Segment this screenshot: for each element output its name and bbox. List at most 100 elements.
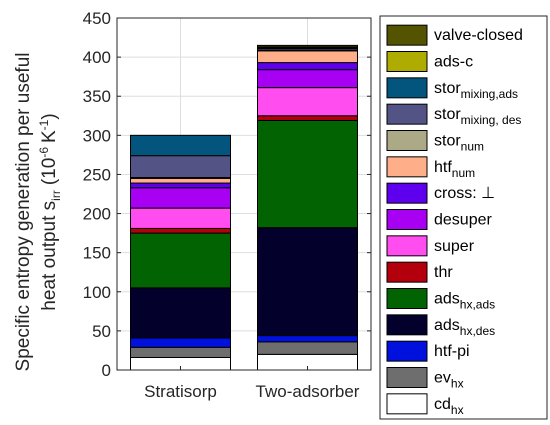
svg-text:Specific entropy generation pe: Specific entropy generation per useful	[13, 53, 34, 372]
legend-label-name: ads	[434, 317, 460, 334]
bar-segment-1	[130, 346, 231, 358]
legend-label-sub: mixing,ads	[461, 87, 518, 101]
legend-label: thr	[434, 264, 453, 281]
legend-label: super	[434, 238, 475, 255]
legend-item: adshx,ads	[386, 288, 495, 312]
legend-label: stornum	[434, 133, 484, 154]
legend-label-sub: hx	[451, 403, 464, 417]
legend-label-name: stor	[434, 106, 461, 123]
legend-item: cross: ⊥	[386, 182, 495, 204]
legend-label: desuper	[434, 212, 492, 229]
legend-label: ads-c	[434, 54, 473, 71]
legend-item: stormixing, des	[386, 103, 521, 127]
legend-swatch	[386, 235, 428, 257]
bar-segment-4	[130, 232, 231, 289]
legend-swatch	[386, 393, 428, 415]
x-tick-label: Two-adsorber	[256, 382, 360, 401]
legend-label-name: cd	[434, 396, 451, 413]
y-axis-label-line1: Specific entropy generation per useful	[13, 53, 34, 372]
legend-item: ads-c	[386, 51, 473, 72]
y-axis-label-unit: K	[39, 130, 60, 143]
legend-label-name: ads	[434, 291, 460, 308]
legend-label-name: htf	[434, 159, 452, 176]
legend-label: stormixing, des	[434, 106, 521, 127]
y-tick-label: 400	[83, 48, 111, 67]
bar-stack-0	[130, 134, 231, 371]
y-tick-label: 150	[83, 244, 111, 263]
y-axis-label: Specific entropy generation per useful h…	[13, 53, 63, 372]
legend-swatch	[386, 130, 428, 151]
legend-label-name: stor	[434, 133, 461, 150]
legend-label-name: thr	[434, 264, 453, 281]
svg-text:heat output sirr(10-6K-1): heat output sirr (10-6 K-1)	[37, 113, 63, 310]
bar-segment-6	[130, 207, 231, 229]
y-axis-label-close: )	[39, 113, 60, 119]
y-tick-label: 350	[83, 87, 111, 106]
legend-swatch	[386, 314, 428, 336]
legend-label: stormixing,ads	[434, 80, 518, 101]
legend-label-sub: num	[461, 140, 484, 154]
legend-label-sub: hx,ads	[460, 298, 495, 312]
legend-swatch	[386, 261, 428, 283]
legend-label-name: super	[434, 238, 475, 255]
legend-swatch	[386, 340, 428, 362]
bar-segment-9	[257, 50, 358, 64]
y-tick-label: 200	[83, 205, 111, 224]
bar-segment-1	[257, 341, 358, 355]
y-tick-label: 0	[102, 361, 111, 380]
legend-item: evhx	[386, 367, 464, 391]
legend-item: super	[386, 235, 475, 257]
legend-label-name: stor	[434, 80, 461, 97]
y-axis-label-sub: irr	[49, 190, 63, 201]
legend-label: cdhx	[434, 396, 464, 417]
bar-segment-3	[257, 227, 358, 337]
y-tick-label: 250	[83, 165, 111, 184]
legend: valve-closedads-cstormixing,adsstormixin…	[379, 15, 548, 420]
legend-swatch	[386, 182, 428, 204]
y-tick-label: 50	[92, 322, 111, 341]
legend-item: htfnum	[386, 156, 475, 180]
y-axis-label-line2: heat output s	[39, 201, 60, 311]
legend-swatch	[386, 156, 428, 178]
legend-swatch	[386, 24, 428, 46]
bar-segment-2	[130, 337, 231, 348]
bar-segment-8	[130, 182, 231, 189]
legend-label-sub: hx,des	[460, 324, 495, 338]
legend-swatch	[386, 367, 428, 388]
legend-item: valve-closed	[386, 24, 523, 46]
y-axis-label-exp1: -6	[37, 147, 51, 158]
axes-frame	[116, 17, 372, 371]
legend-label-name: cross: ⊥	[434, 185, 495, 202]
legend-label-sub: mixing, des	[461, 113, 522, 127]
bar-segment-3	[130, 287, 231, 339]
legend-label: valve-closed	[434, 27, 523, 44]
bar-segment-5	[130, 227, 231, 234]
legend-label-sub: num	[452, 166, 475, 180]
bar-segment-9	[130, 177, 231, 184]
y-axis-label-paren: (10	[39, 158, 60, 185]
legend-item: thr	[386, 261, 453, 283]
legend-label-sub: hx	[451, 377, 464, 391]
legend-label-name: htf-pi	[434, 343, 470, 360]
y-axis-label-exp2: -1	[37, 119, 51, 130]
legend-swatch	[386, 288, 428, 309]
legend-swatch	[386, 209, 428, 230]
legend-item: stormixing,ads	[386, 77, 518, 101]
legend-label-name: desuper	[434, 212, 492, 229]
bar-segment-5	[257, 115, 358, 121]
legend-item: adshx,des	[386, 314, 495, 338]
bar-segment-12	[130, 134, 231, 157]
legend-item: desuper	[386, 209, 492, 230]
bar-segment-7	[130, 187, 231, 209]
legend-label-name: ev	[434, 370, 451, 387]
legend-label: cross: ⊥	[434, 185, 495, 202]
y-tick-label: 300	[83, 126, 111, 145]
plot-area: 0 50 100 150 200 250 300 350 400 450 Stratisorp Two…	[83, 9, 372, 401]
bar-segment-14	[257, 44, 358, 48]
legend-label: adshx,des	[434, 317, 495, 338]
legend-swatch	[386, 51, 428, 72]
bar-segment-4	[257, 119, 358, 229]
legend-label: htf-pi	[434, 343, 470, 360]
legend-label-name: valve-closed	[434, 27, 523, 44]
